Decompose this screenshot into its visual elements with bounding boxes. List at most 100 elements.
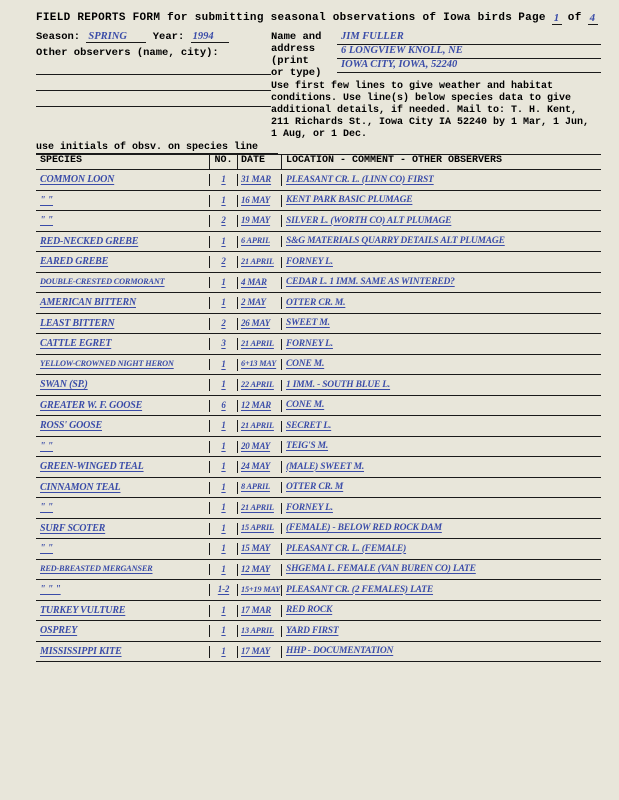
year-label: Year: bbox=[153, 31, 185, 43]
count-cell: 1 bbox=[221, 236, 225, 246]
table-row: MISSISSIPPI KITE 1 17 MAY HHP - DOCUMENTATI… bbox=[36, 642, 601, 663]
date-cell: 13 APRIL bbox=[241, 626, 274, 635]
table-header: SPECIES NO. DATE LOCATION - COMMENT - OT… bbox=[36, 155, 601, 170]
count-cell: 1 bbox=[221, 625, 225, 635]
count-cell: 6 bbox=[221, 400, 225, 410]
species-cell: RED-NECKED GREBE bbox=[40, 236, 138, 247]
table-row: EARED GREBE221 APRILFORNEY L. bbox=[36, 252, 601, 273]
species-cell: CINNAMON TEAL bbox=[40, 482, 120, 493]
count-cell: 1 bbox=[221, 523, 225, 533]
season-label: Season: bbox=[36, 31, 80, 43]
form-title-row: FIELD REPORTS FORM for submitting season… bbox=[36, 12, 601, 25]
count-cell: 1 bbox=[221, 277, 225, 287]
col-header-date: DATE bbox=[238, 155, 282, 169]
species-cell: ROSS' GOOSE bbox=[40, 420, 102, 431]
location-cell: RED ROCK bbox=[286, 605, 332, 615]
page-of: of bbox=[568, 12, 582, 25]
location-cell: OTTER CR. M. bbox=[286, 298, 345, 308]
form-title: FIELD REPORTS FORM for submitting season… bbox=[36, 12, 512, 25]
species-cell: " " bbox=[40, 502, 53, 513]
location-cell: FORNEY L. bbox=[286, 503, 333, 513]
location-cell: TEIG'S M. bbox=[286, 441, 328, 451]
species-cell: EARED GREBE bbox=[40, 256, 108, 267]
page: FIELD REPORTS FORM for submitting season… bbox=[0, 0, 619, 672]
blank-line-3 bbox=[36, 93, 271, 107]
species-table: SPECIES NO. DATE LOCATION - COMMENT - OT… bbox=[36, 155, 601, 662]
count-cell: 2 bbox=[221, 256, 225, 266]
initials-row: use initials of obsv. on species line bbox=[36, 142, 601, 155]
location-cell: SWEET M. bbox=[286, 318, 330, 328]
species-cell: OSPREY bbox=[40, 625, 77, 636]
count-cell: 1 bbox=[221, 502, 225, 512]
species-cell: " " bbox=[40, 543, 53, 554]
table-row: RED-NECKED GREBE16 APRILS&G MATERIALS QU… bbox=[36, 232, 601, 253]
table-row: SURF SCOTER 1 15 APRIL (FEMALE) - BELOW RED… bbox=[36, 519, 601, 540]
year-value: 1994 bbox=[191, 31, 229, 43]
species-cell: " " bbox=[40, 215, 53, 226]
count-cell: 3 bbox=[221, 338, 225, 348]
col-header-species: SPECIES bbox=[36, 155, 210, 169]
date-cell: 24 MAY bbox=[241, 461, 270, 471]
date-cell: 2 MAY bbox=[241, 297, 266, 307]
species-cell: YELLOW-CROWNED NIGHT HERON bbox=[40, 359, 174, 368]
location-cell: S&G MATERIALS QUARRY DETAILS ALT PLUMAGE bbox=[286, 236, 505, 246]
location-cell: (FEMALE) - BELOW RED ROCK DAM bbox=[286, 523, 442, 533]
species-cell: GREATER W. F. GOOSE bbox=[40, 400, 142, 411]
col-header-no: NO. bbox=[210, 155, 238, 169]
table-row: " "115 MAYPLEASANT CR. L. (FEMALE) bbox=[36, 539, 601, 560]
table-row: " "116 MAYKENT PARK BASIC PLUMAGE bbox=[36, 191, 601, 212]
species-cell: DOUBLE-CRESTED CORMORANT bbox=[40, 277, 165, 286]
count-cell: 1 bbox=[221, 297, 225, 307]
page-current: 1 bbox=[552, 12, 562, 25]
count-cell: 1 bbox=[221, 605, 225, 615]
date-cell: 8 APRIL bbox=[241, 482, 270, 491]
species-cell: SWAN (SP.) bbox=[40, 379, 88, 390]
date-cell: 26 MAY bbox=[241, 318, 270, 328]
species-cell: SURF SCOTER bbox=[40, 523, 105, 534]
date-cell: 15 APRIL bbox=[241, 523, 274, 532]
count-cell: 1 bbox=[221, 543, 225, 553]
observer-name: JIM FULLER bbox=[337, 31, 601, 45]
species-cell: " " bbox=[40, 441, 53, 452]
location-cell: CONE M. bbox=[286, 359, 324, 369]
date-cell: 17 MAY bbox=[241, 646, 270, 656]
location-cell: YARD FIRST bbox=[286, 626, 338, 636]
initials-note: use initials of obsv. on species line bbox=[36, 142, 278, 154]
blank-line-2 bbox=[36, 77, 271, 91]
date-cell: 17 MAR bbox=[241, 605, 271, 615]
count-cell: 1-2 bbox=[218, 584, 229, 594]
address-line-1: 6 LONGVIEW KNOLL, NE bbox=[337, 45, 601, 59]
species-cell: " " bbox=[40, 195, 53, 206]
location-cell: PLEASANT CR. L. (FEMALE) bbox=[286, 544, 406, 554]
table-row: CINNAMON TEAL18 APRILOTTER CR. M bbox=[36, 478, 601, 499]
count-cell: 1 bbox=[221, 174, 225, 184]
location-cell: SHGEMA L. FEMALE (VAN BUREN CO) LATE bbox=[286, 564, 476, 574]
date-cell: 21 APRIL bbox=[241, 339, 274, 348]
species-cell: MISSISSIPPI KITE bbox=[40, 646, 122, 657]
table-body: COMMON LOON131 MARPLEASANT CR. L. (LINN … bbox=[36, 170, 601, 662]
species-cell: " " " bbox=[40, 584, 61, 595]
date-cell: 16 MAY bbox=[241, 195, 270, 205]
date-cell: 19 MAY bbox=[241, 215, 270, 225]
species-cell: RED-BREASTED MERGANSER bbox=[40, 564, 153, 573]
table-row: DOUBLE-CRESTED CORMORANT14 MARCEDAR L. 1… bbox=[36, 273, 601, 294]
location-cell: HHP - DOCUMENTATION bbox=[286, 646, 393, 656]
table-row: " "121 APRILFORNEY L. bbox=[36, 498, 601, 519]
table-row: SWAN (SP.)122 APRIL1 IMM. - SOUTH BLUE L… bbox=[36, 375, 601, 396]
date-cell: 21 APRIL bbox=[241, 257, 274, 266]
table-row: CATTLE EGRET321 APRILFORNEY L. bbox=[36, 334, 601, 355]
count-cell: 1 bbox=[221, 646, 225, 656]
count-cell: 1 bbox=[221, 359, 225, 369]
name-address-label: Name andaddress(printor type) bbox=[271, 31, 331, 79]
table-row: " " "1-215+19 MAYPLEASANT CR. (2 FEMALES… bbox=[36, 580, 601, 601]
count-cell: 1 bbox=[221, 564, 225, 574]
location-cell: FORNEY L. bbox=[286, 339, 333, 349]
table-row: COMMON LOON131 MARPLEASANT CR. L. (LINN … bbox=[36, 170, 601, 191]
table-row: RED-BREASTED MERGANSER112 MAYSHGEMA L. F… bbox=[36, 560, 601, 581]
location-cell: OTTER CR. M bbox=[286, 482, 343, 492]
count-cell: 1 bbox=[221, 461, 225, 471]
count-cell: 2 bbox=[221, 215, 225, 225]
blank-line-1 bbox=[36, 61, 271, 75]
table-row: ROSS' GOOSE121 APRILSECRET L. bbox=[36, 416, 601, 437]
table-row: GREATER W. F. GOOSE612 MARCONE M. bbox=[36, 396, 601, 417]
